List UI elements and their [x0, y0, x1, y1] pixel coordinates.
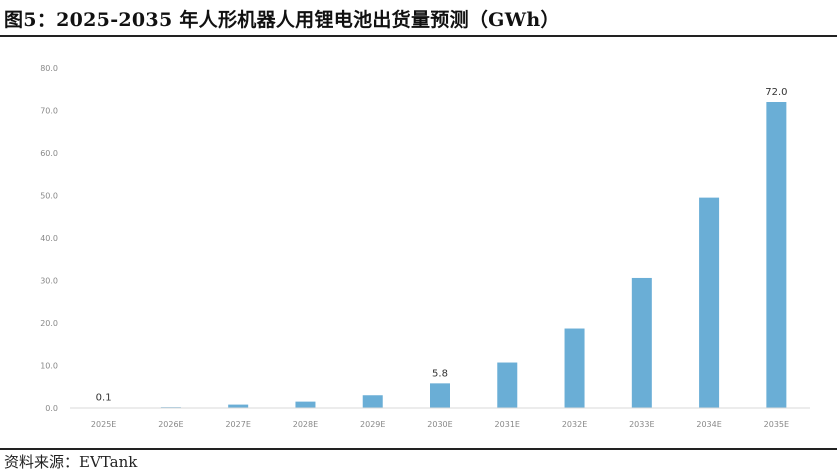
- bar-2028E: [295, 401, 316, 408]
- y-tick-label: 20.0: [40, 319, 58, 328]
- y-tick-label: 60.0: [40, 149, 58, 158]
- bar-2035E: [766, 102, 787, 408]
- bar-2030E: [430, 383, 450, 408]
- y-axis: 0.0 10.0 20.0 30.0 40.0 50.0 60.0 70.0 80.0: [40, 64, 58, 413]
- data-label: 0.1: [96, 393, 112, 404]
- y-tick-label: 30.0: [40, 277, 58, 286]
- x-tick-label: 2032E: [562, 420, 587, 429]
- x-tick-label: 2025E: [91, 420, 116, 429]
- data-label: 5.8: [432, 368, 448, 379]
- data-labels: 0.1 5.8 72.0: [96, 87, 788, 404]
- x-tick-label: 2026E: [158, 420, 183, 429]
- x-tick-label: 2034E: [696, 420, 721, 429]
- x-tick-label: 2035E: [764, 420, 789, 429]
- bars: [93, 102, 787, 409]
- x-tick-label: 2028E: [293, 420, 318, 429]
- bar-2031E: [497, 362, 518, 408]
- title-divider: [0, 35, 837, 37]
- bar-2029E: [362, 395, 383, 408]
- source-note: 资料来源：EVTank: [4, 453, 138, 471]
- bar-2027E: [228, 404, 249, 408]
- x-tick-label: 2030E: [427, 420, 452, 429]
- chart-title: 图5：2025-2035 年人形机器人用锂电池出货量预测（GWh）: [4, 9, 560, 31]
- bar-2032E: [564, 328, 585, 408]
- bar-2034E: [699, 197, 720, 408]
- bar-2033E: [631, 277, 652, 408]
- y-tick-label: 50.0: [40, 192, 58, 201]
- x-axis: 2025E 2026E 2027E 2028E 2029E 2030E 2031E 2032E…: [70, 407, 810, 429]
- x-tick-label: 2029E: [360, 420, 385, 429]
- x-tick-label: 2031E: [495, 420, 520, 429]
- footer-divider: [0, 448, 837, 450]
- data-label: 72.0: [765, 87, 787, 98]
- y-tick-label: 10.0: [40, 362, 58, 371]
- y-tick-label: 80.0: [40, 64, 58, 73]
- x-tick-label: 2027E: [225, 420, 250, 429]
- y-tick-label: 40.0: [40, 234, 58, 243]
- y-tick-label: 70.0: [40, 107, 58, 116]
- bar-chart: 0.0 10.0 20.0 30.0 40.0 50.0 60.0 70.0 80.0 2025…: [40, 64, 810, 429]
- x-tick-label: 2033E: [629, 420, 654, 429]
- y-tick-label: 0.0: [45, 404, 58, 413]
